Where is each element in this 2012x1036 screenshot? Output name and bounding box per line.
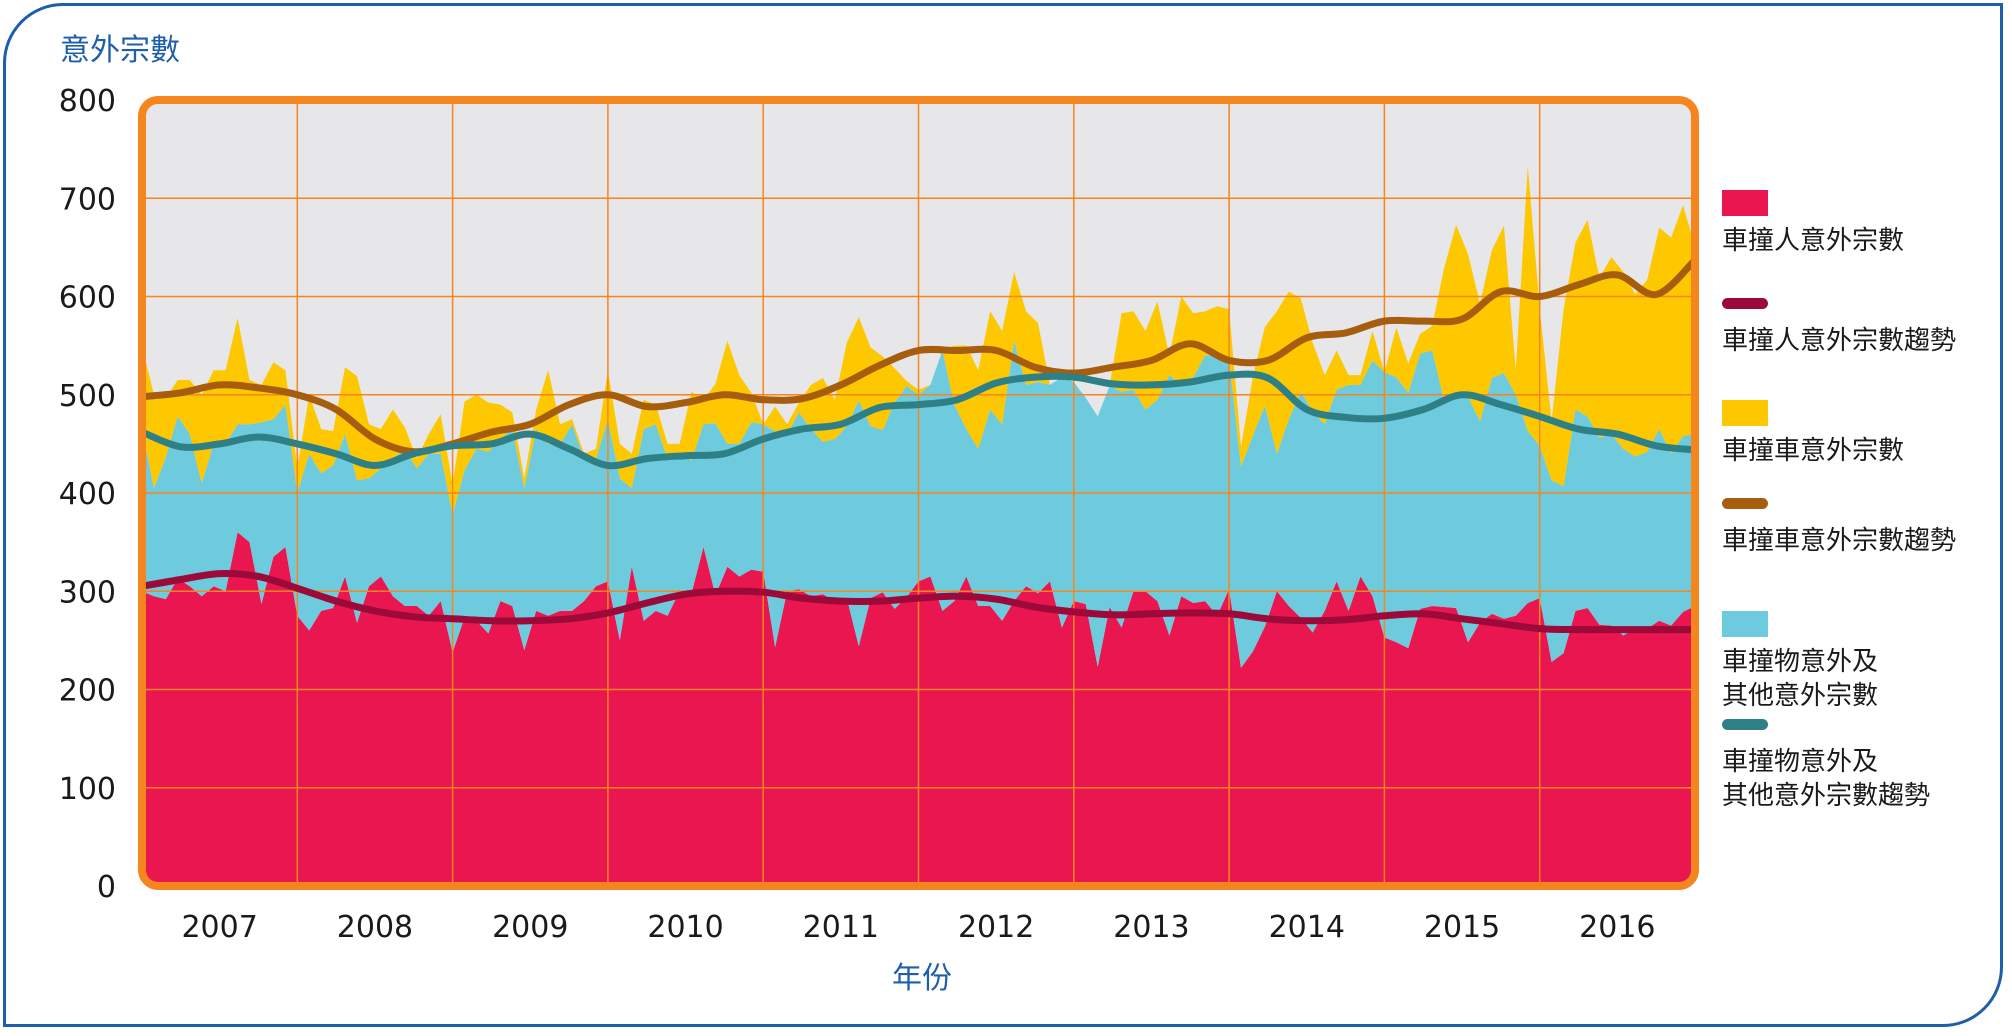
legend-line-swatch — [1722, 298, 1768, 309]
trend-line-object-other — [142, 370, 1695, 470]
legend-label: 車撞人意外宗數 — [1722, 226, 1905, 256]
y-tick-label: 400 — [59, 477, 116, 512]
x-tick-label: 2014 — [1269, 910, 1345, 945]
x-tick-label: 2007 — [181, 910, 257, 945]
x-tick-label: 2013 — [1113, 910, 1189, 945]
legend-area-swatch — [1722, 190, 1768, 216]
legend-area-swatch — [1722, 400, 1768, 426]
trend-line-pedestrian — [142, 569, 1695, 634]
x-tick-label: 2008 — [337, 910, 413, 945]
x-tick-label: 2012 — [958, 910, 1034, 945]
x-tick-label: 2015 — [1424, 910, 1500, 945]
legend-label: 車撞車意外宗數趨勢 — [1722, 526, 1957, 556]
x-tick-label: 2010 — [647, 910, 723, 945]
y-tick-label: 800 — [59, 84, 116, 119]
x-tick-label: 2009 — [492, 910, 568, 945]
legend-area-swatch — [1722, 611, 1768, 637]
y-tick-label: 500 — [59, 379, 116, 414]
chart-frame — [3, 3, 2003, 1027]
x-tick-label: 2011 — [803, 910, 879, 945]
y-tick-label: 0 — [97, 870, 116, 905]
x-axis-title: 年份 — [892, 961, 952, 996]
y-tick-label: 300 — [59, 575, 116, 610]
legend-label: 車撞物意外及 其他意外宗數趨勢 — [1722, 747, 1931, 811]
y-tick-label: 200 — [59, 674, 116, 709]
legend-label: 車撞物意外及 其他意外宗數 — [1722, 647, 1879, 711]
legend-label: 車撞人意外宗數趨勢 — [1722, 326, 1957, 356]
legend-label: 車撞車意外宗數 — [1722, 436, 1905, 466]
y-axis-title: 意外宗數 — [60, 33, 180, 68]
y-tick-label: 600 — [59, 281, 116, 316]
trend-line-vehicle — [142, 256, 1695, 456]
y-tick-label: 100 — [59, 772, 116, 807]
plot-border — [138, 96, 1699, 890]
legend-line-swatch — [1722, 498, 1768, 509]
x-tick-label: 2016 — [1579, 910, 1655, 945]
legend-line-swatch — [1722, 719, 1768, 730]
y-tick-label: 700 — [59, 182, 116, 217]
